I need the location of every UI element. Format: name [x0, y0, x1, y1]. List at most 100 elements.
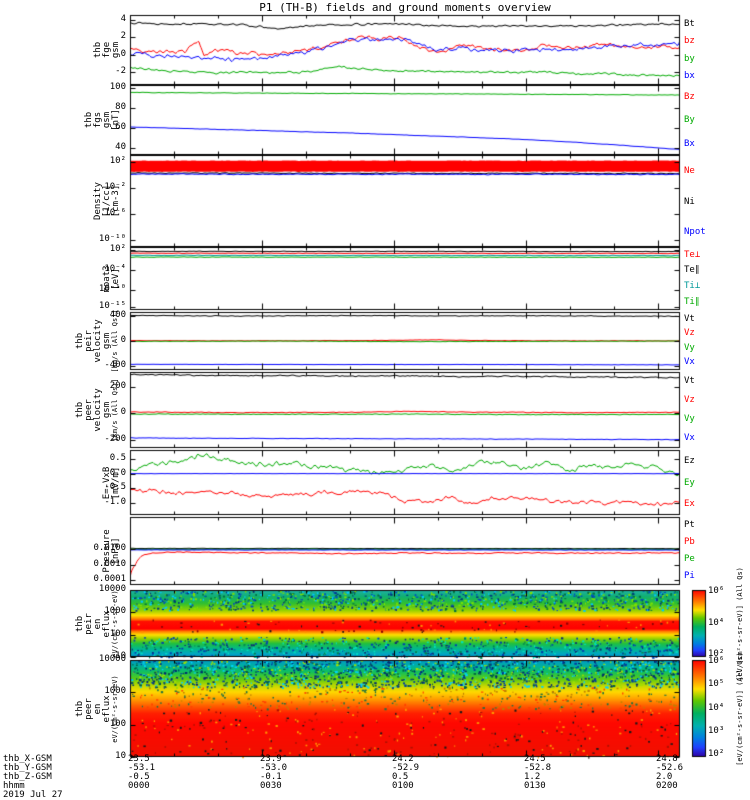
y-tick-label: 4 — [120, 14, 126, 25]
legend-bz: bz — [684, 36, 695, 47]
colorbar-tick-label: 10⁴ — [708, 617, 725, 628]
y-tick-label: 0 — [120, 335, 126, 345]
legend-Te: Te∥ — [684, 265, 700, 276]
legend-Bz: Bz — [684, 91, 695, 102]
y-tick-label: 10² — [109, 244, 126, 255]
y-tick-label: 400 — [109, 309, 126, 320]
y-tick-label: 10⁻¹⁵ — [98, 300, 126, 311]
legend-Pt: Pt — [684, 520, 695, 531]
legend-Vz: Vz — [684, 328, 695, 339]
legend-Pi: Pi — [684, 571, 695, 582]
legend-Vt: Vt — [684, 376, 695, 387]
colorbar-tick-label: 10³ — [708, 725, 725, 736]
ephemeris-value: 2.0 — [656, 772, 673, 782]
legend-Pe: Pe — [684, 554, 695, 565]
y-tick-label: 200 — [109, 380, 126, 391]
legend-Ez: Ez — [684, 455, 695, 466]
ephemeris-value: 0200 — [656, 781, 678, 791]
y-tick-label: 1000 — [104, 606, 126, 617]
y-tick-label: 80 — [115, 102, 126, 112]
colorbar-tick-label: 10⁶ — [708, 655, 725, 666]
legend-Bt: Bt — [684, 18, 695, 29]
ephemeris-value: 0000 — [128, 781, 150, 791]
ephemeris-value: 24.5 — [524, 754, 546, 764]
legend-Vy: Vy — [684, 414, 695, 425]
ephemeris-row-label: hhmm — [3, 781, 25, 791]
ephemeris-row-label: thb_X-GSM — [3, 754, 52, 764]
y-tick-label: 100 — [109, 718, 126, 729]
legend-By: By — [684, 115, 695, 126]
date-label: 2019 Jul 27 — [3, 790, 63, 800]
y-tick-label: -2 — [115, 66, 126, 77]
legend-Bx: Bx — [684, 138, 695, 149]
legend-Vz: Vz — [684, 395, 695, 406]
y-tick-label: 10² — [109, 155, 126, 166]
y-tick-label: 10⁻² — [104, 181, 126, 192]
panel-left-label: [nT] — [111, 109, 121, 131]
colorbar-tick-label: 10² — [708, 749, 725, 760]
ephemeris-value: -0.1 — [260, 772, 282, 782]
panel-left-label: [cm-3] — [111, 184, 121, 218]
legend-Ti: Ti∥ — [684, 296, 700, 307]
ephemeris-value: -53.0 — [260, 763, 288, 773]
y-tick-label: 10 — [115, 751, 126, 761]
panel-left-label: gsm — [111, 41, 121, 59]
colorbar-tick-label: 10² — [708, 648, 725, 659]
y-tick-label: 40 — [115, 142, 126, 152]
legend-bx: bx — [684, 71, 695, 82]
legend-Ti: Ti⊥ — [684, 281, 701, 292]
legend-Vx: Vx — [684, 357, 695, 368]
y-tick-label: 2 — [120, 31, 126, 42]
colorbar-title: [eV/(cm²-s-sr-eV)] (All Qs) — [736, 651, 744, 766]
legend-Vt: Vt — [684, 313, 695, 324]
y-tick-label: -1.0 — [104, 497, 126, 508]
panel-left-label: eV/(cm²-s-sr-eV) — [111, 674, 119, 743]
y-tick-label: 10000 — [98, 654, 126, 664]
y-tick-label: 10⁻⁶ — [104, 208, 126, 219]
panel-left-label: eV/(cm²-s-sr-eV) — [111, 589, 119, 658]
panel-left-label: [km/s (All Qs)] — [111, 309, 119, 373]
legend-Npot: Npot — [684, 227, 706, 238]
colorbar-tick-label: 10⁴ — [708, 702, 725, 713]
panel-left-label: [eV] — [111, 267, 121, 290]
ephemeris-value: 0130 — [524, 781, 546, 791]
y-tick-label: 0.0100 — [93, 542, 126, 553]
legend-Ex: Ex — [684, 499, 695, 510]
ephemeris-value: 1.2 — [524, 772, 541, 782]
ephemeris-value: 24.8 — [656, 754, 678, 764]
ephemeris-value: -53.1 — [128, 763, 156, 773]
legend-Vy: Vy — [684, 342, 695, 353]
legend-Ne: Ne — [684, 165, 695, 176]
ephemeris-value: 0030 — [260, 781, 282, 791]
ephemeris-row-label: thb_Z-GSM — [3, 772, 52, 782]
ephemeris-value: 23.5 — [128, 754, 150, 764]
panel-left-label: [km/s (All Qs)] — [111, 378, 119, 442]
colorbar-tick-label: 10⁶ — [708, 586, 725, 596]
y-tick-label: 10⁻⁴ — [104, 264, 126, 275]
legend-Ni: Ni — [684, 196, 695, 207]
legend-Te: Te⊥ — [684, 249, 701, 260]
y-tick-label: 100 — [109, 82, 126, 92]
ephemeris-row-label: thb_Y-GSM — [3, 763, 52, 773]
y-tick-label: 0 — [120, 48, 126, 59]
ephemeris-value: 24.2 — [392, 754, 414, 764]
ephemeris-value: -52.9 — [392, 763, 420, 773]
y-tick-label: -0.5 — [104, 482, 126, 493]
ephemeris-value: -0.5 — [128, 772, 150, 782]
y-tick-label: 0 — [120, 407, 126, 418]
y-tick-label: 0.0 — [109, 467, 126, 478]
y-tick-label: 100 — [109, 628, 126, 639]
ephemeris-value: -52.6 — [656, 763, 684, 773]
colorbar-tick-label: 10⁵ — [708, 679, 725, 690]
y-tick-label: -400 — [104, 360, 126, 371]
y-tick-label: 10⁻¹⁰ — [98, 234, 126, 245]
legend-Ey: Ey — [684, 477, 695, 488]
ephemeris-value: 23.9 — [260, 754, 282, 764]
legend-Vx: Vx — [684, 433, 695, 444]
y-tick-label: 0.0010 — [93, 558, 126, 569]
y-tick-label: 10 — [115, 651, 126, 661]
ephemeris-value: 0100 — [392, 781, 414, 791]
